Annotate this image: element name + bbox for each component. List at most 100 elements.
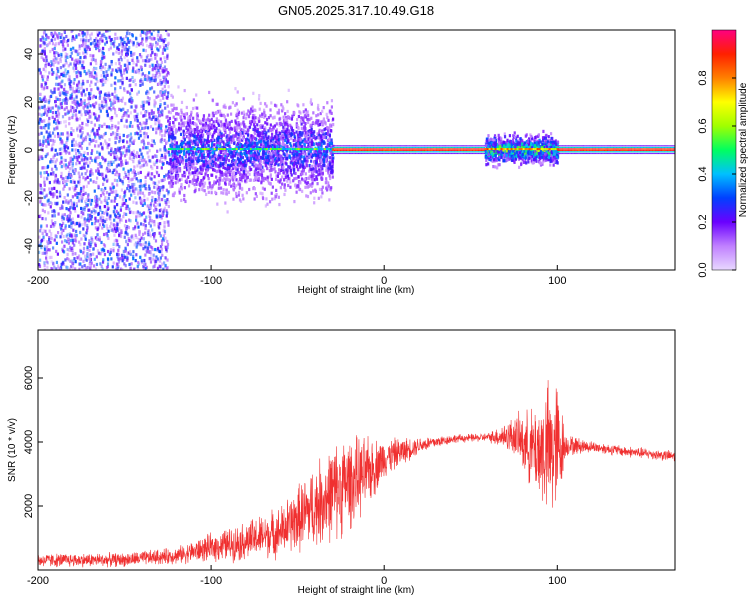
heatmap-cell	[150, 143, 153, 148]
heatmap-cell	[154, 63, 157, 68]
heatmap-cell	[131, 182, 134, 187]
heatmap-cell	[166, 242, 170, 247]
heatmap-cell	[78, 192, 81, 196]
heatmap-cell	[135, 155, 138, 159]
heatmap-cell	[300, 177, 304, 181]
heatmap-cell	[62, 39, 65, 43]
heatmap-cell	[110, 126, 113, 130]
heatmap-cell	[321, 191, 324, 195]
heatmap-cell	[119, 151, 122, 155]
heatmap-cell	[182, 140, 185, 145]
heatmap-cell	[211, 137, 214, 142]
heatmap-cell	[61, 79, 64, 83]
heatmap-cell	[58, 82, 61, 86]
heatmap-cell	[116, 262, 119, 266]
heatmap-cell	[228, 152, 231, 156]
heatmap-cell	[38, 263, 41, 267]
heatmap-cell	[132, 43, 135, 47]
heatmap-cell	[103, 93, 107, 97]
heatmap-cell	[103, 198, 106, 203]
heatmap-cell	[192, 152, 195, 156]
heatmap-cell	[131, 34, 134, 38]
heatmap-cell	[57, 42, 60, 46]
heatmap-cell	[138, 184, 141, 189]
heatmap-cell	[39, 44, 42, 48]
heatmap-cell	[56, 230, 60, 235]
heatmap-cell	[147, 91, 150, 95]
heatmap-cell	[153, 209, 156, 213]
heatmap-cell	[68, 234, 72, 238]
heatmap-cell	[150, 199, 154, 203]
heatmap-cell	[120, 118, 123, 123]
heatmap-cell	[258, 173, 262, 177]
heatmap-cell	[89, 202, 93, 206]
heatmap-cell	[68, 78, 72, 82]
heatmap-cell	[140, 123, 143, 127]
heatmap-cell	[68, 85, 71, 90]
heatmap-cell	[191, 171, 195, 175]
heatmap-cell	[144, 175, 147, 179]
heatmap-cell	[158, 264, 161, 268]
heatmap-cell	[252, 127, 255, 132]
heatmap-cell	[309, 98, 313, 102]
heatmap-cell	[117, 58, 120, 62]
heatmap-cell	[163, 194, 166, 198]
heatmap-cell	[106, 234, 109, 238]
heatmap-cell	[120, 40, 123, 44]
heatmap-cell	[199, 129, 202, 133]
heatmap-cell	[47, 202, 50, 206]
heatmap-cell	[43, 195, 46, 199]
heatmap-cell	[53, 51, 56, 55]
heatmap-cell	[99, 208, 102, 212]
heatmap-cell	[81, 64, 84, 68]
heatmap-cell	[204, 159, 207, 163]
heatmap-cell	[60, 227, 63, 231]
heatmap-cell	[79, 166, 82, 171]
heatmap-cell	[317, 113, 320, 117]
heatmap-cell	[135, 105, 138, 109]
heatmap-cell	[79, 103, 82, 108]
heatmap-cell	[117, 51, 120, 55]
heatmap-cell	[89, 83, 92, 88]
heatmap-cell	[197, 119, 200, 123]
heatmap-cell	[272, 136, 275, 140]
heatmap-cell	[253, 164, 256, 168]
heatmap-cell	[50, 219, 54, 223]
heatmap-cell	[295, 184, 299, 188]
heatmap-cell	[210, 191, 213, 195]
heatmap-cell	[85, 135, 88, 139]
heatmap-cell	[89, 170, 92, 174]
heatmap-cell	[182, 129, 185, 133]
heatmap-cell	[283, 123, 287, 127]
heatmap-cell	[83, 200, 87, 204]
heatmap-cell	[41, 208, 44, 212]
heatmap-cell	[301, 140, 304, 144]
heatmap-cell	[49, 160, 52, 164]
heatmap-cell	[39, 71, 42, 75]
heatmap-cell	[111, 265, 114, 269]
heatmap-cell	[244, 168, 247, 173]
heatmap-cell	[80, 146, 83, 150]
heatmap-cell	[169, 160, 172, 164]
heatmap-cell	[113, 233, 116, 237]
heatmap-cell	[148, 242, 151, 246]
heatmap-cell	[183, 88, 186, 93]
heatmap-cell	[138, 121, 142, 126]
heatmap-cell	[160, 124, 163, 128]
heatmap-cell	[50, 144, 54, 148]
heatmap-cell	[248, 148, 251, 152]
heatmap-cell	[258, 119, 261, 123]
heatmap-cell	[68, 122, 71, 126]
heatmap-cell	[123, 195, 126, 199]
heatmap-cell	[106, 78, 109, 82]
heatmap-cell	[257, 152, 261, 156]
heatmap-cell	[50, 32, 53, 37]
heatmap-cell	[51, 138, 54, 143]
heatmap-cell	[286, 100, 289, 104]
heatmap-cell	[56, 252, 59, 256]
heatmap-cell	[101, 155, 104, 160]
heatmap-cell	[282, 115, 285, 119]
heatmap-cell	[273, 167, 276, 171]
heatmap-cell	[161, 239, 164, 244]
